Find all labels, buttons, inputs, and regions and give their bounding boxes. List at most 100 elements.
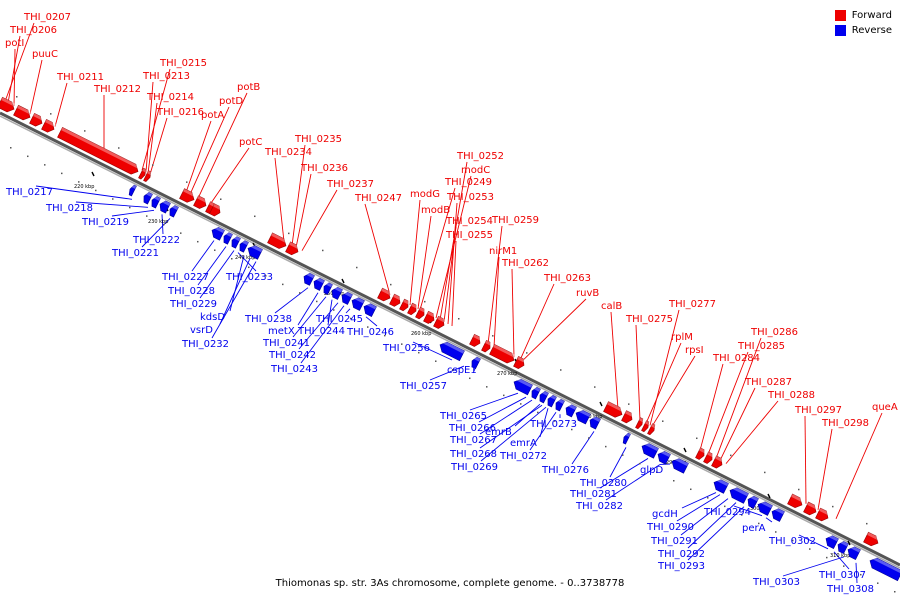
- leader-line: [301, 189, 338, 251]
- position-dots: [10, 96, 896, 593]
- leader-line: [571, 431, 595, 465]
- position-dot: [469, 377, 471, 380]
- leader-line: [681, 492, 717, 509]
- leader-line: [715, 337, 762, 459]
- reverse-gene-label: THI_0256: [382, 343, 430, 354]
- forward-feature: [489, 343, 517, 364]
- leader-line: [469, 392, 519, 411]
- position-dot: [16, 96, 18, 98]
- forward-gene-label: modG: [410, 189, 440, 200]
- forward-feature: [179, 188, 197, 203]
- position-dot: [356, 266, 358, 269]
- forward-feature: [407, 302, 419, 316]
- reverse-gene-label: THI_0245: [315, 314, 363, 325]
- position-dot: [826, 556, 828, 559]
- position-dot: [775, 531, 777, 533]
- reverse-feature: [231, 235, 241, 249]
- reverse-gene-label: THI_0228: [167, 286, 215, 297]
- leader-line: [141, 218, 171, 248]
- leader-line: [229, 255, 245, 312]
- forward-gene-label: THI_0263: [543, 273, 591, 284]
- forward-feature: [267, 232, 289, 249]
- leader-line: [529, 411, 557, 451]
- leader-line: [833, 551, 850, 570]
- reverse-gene-label: THI_0244: [297, 326, 345, 337]
- position-dot: [435, 360, 437, 362]
- position-dot: [401, 343, 403, 345]
- forward-gene-label: queA: [872, 402, 898, 413]
- label-leader-lines: [4, 22, 883, 584]
- leader-line: [635, 324, 641, 421]
- forward-gene-label: THI_0285: [737, 341, 785, 352]
- leader-line: [707, 351, 749, 455]
- forward-gene-label: calB: [601, 301, 622, 312]
- reverse-gene-label: THI_0294: [703, 507, 751, 518]
- leader-line: [479, 399, 533, 435]
- reverse-gene-label: THI_0243: [270, 364, 318, 375]
- reverse-gene-label: THI_0282: [575, 501, 623, 512]
- forward-gene-label: THI_0237: [326, 179, 374, 190]
- leader-line: [189, 106, 230, 195]
- reverse-gene-label: THI_0246: [346, 327, 394, 338]
- position-dot: [367, 326, 369, 328]
- forward-gene-label: THI_0286: [750, 327, 798, 338]
- leader-line: [687, 502, 737, 549]
- leader-line: [29, 59, 43, 115]
- position-dot: [622, 454, 624, 456]
- leader-line: [419, 187, 456, 311]
- leader-line: [141, 68, 171, 171]
- reverse-feature: [575, 408, 591, 425]
- forward-gene-label: THI_0235: [294, 134, 342, 145]
- forward-gene-label: potA: [201, 110, 224, 121]
- position-dot: [843, 565, 845, 567]
- feature-labels: THI_0207 THI_0206 potI puuC THI_0211THI_0212…: [5, 12, 898, 595]
- reverse-gene-label: THI_0293: [657, 561, 705, 572]
- position-dot: [118, 147, 120, 149]
- reverse-feature: [143, 191, 153, 205]
- reverse-feature: [128, 184, 137, 197]
- tick-label: 220 kbp: [74, 184, 94, 190]
- tick-label: 240 kbp: [235, 255, 255, 261]
- leader-line: [295, 173, 312, 248]
- reverse-feature: [539, 390, 549, 404]
- reverse-feature: [471, 355, 481, 370]
- leader-line: [197, 92, 248, 199]
- leader-line: [274, 287, 309, 314]
- position-dot: [628, 403, 630, 405]
- forward-feature: [433, 315, 447, 329]
- leader-line: [219, 258, 251, 325]
- reverse-feature: [641, 441, 659, 459]
- leader-line: [733, 505, 763, 517]
- reverse-feature: [159, 199, 171, 214]
- reverse-feature: [657, 449, 671, 465]
- forward-feature: [641, 420, 651, 433]
- position-dot: [452, 369, 454, 371]
- forward-feature: [621, 410, 635, 424]
- leader-line: [145, 81, 154, 173]
- leader-line: [365, 316, 378, 327]
- forward-swatch: [834, 10, 846, 21]
- legend-reverse-label: Reverse: [851, 25, 892, 36]
- leader-line: [605, 464, 661, 501]
- forward-gene-label: THI_0255: [445, 230, 493, 241]
- leader-line: [487, 225, 503, 345]
- reverse-gene-label: THI_0232: [181, 339, 229, 350]
- forward-feature: [803, 501, 819, 516]
- reverse-gene-label: THI_0291: [650, 536, 698, 547]
- leader-line: [75, 201, 149, 208]
- leader-line: [478, 396, 527, 423]
- reverse-gene-label: THI_0229: [169, 299, 217, 310]
- reverse-gene-label: THI_0265: [439, 411, 487, 422]
- leader-line: [345, 308, 351, 314]
- position-dot: [50, 113, 52, 115]
- reverse-feature: [531, 386, 541, 400]
- tick-label: 230 kbp: [148, 219, 168, 225]
- position-dot: [758, 522, 760, 525]
- position-dot: [571, 428, 573, 431]
- reverse-gene-label: THI_0233: [225, 272, 273, 283]
- leader-line: [417, 215, 432, 309]
- forward-feature: [143, 170, 153, 183]
- position-dot: [390, 283, 392, 286]
- genome-backbone: [0, 111, 900, 567]
- reverse-feature: [247, 243, 263, 260]
